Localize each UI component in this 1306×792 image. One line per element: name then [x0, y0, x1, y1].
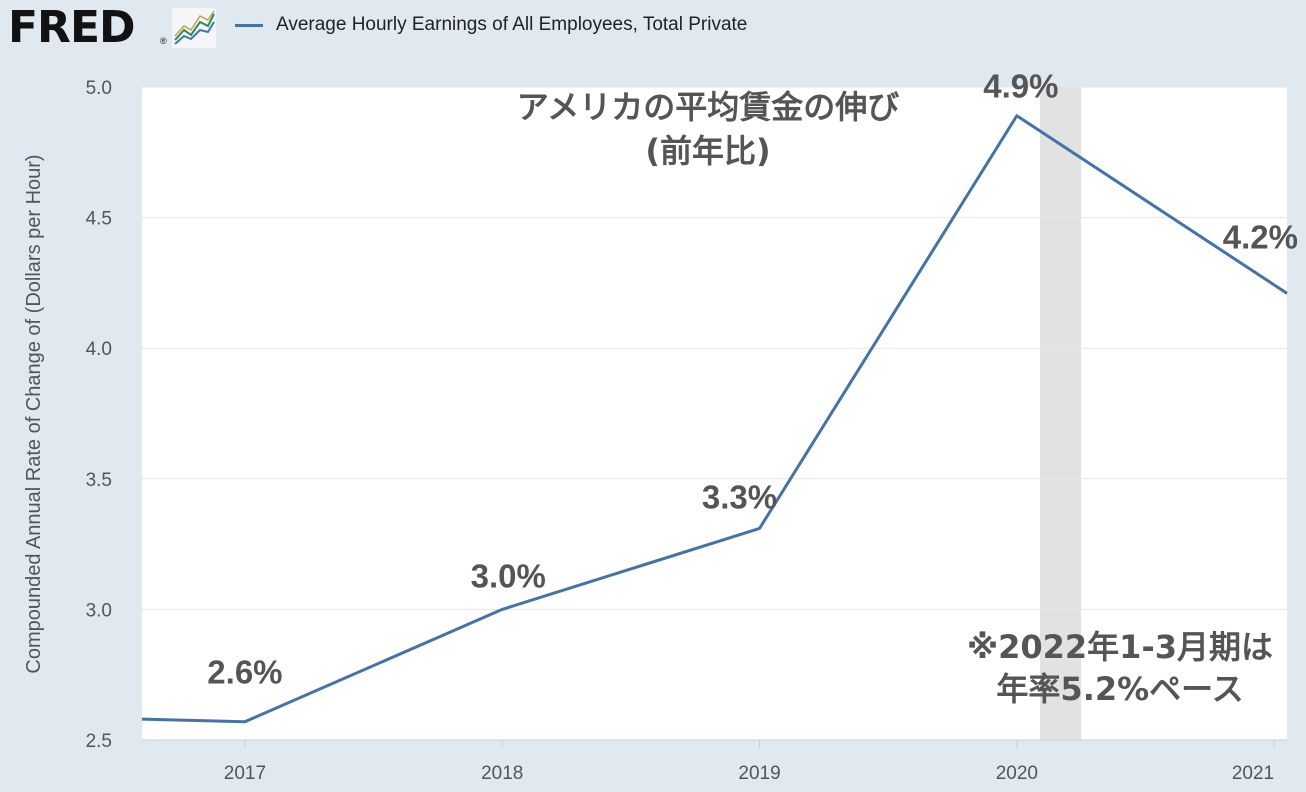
line-graph-icon — [172, 8, 216, 48]
data-label: 4.9% — [983, 68, 1058, 105]
fred-logo[interactable]: FRED — [8, 2, 136, 53]
chart-subtitle: (前年比) — [645, 132, 770, 170]
data-label: 4.2% — [1223, 218, 1298, 255]
chart-header: FRED ® Average Hourly Earnings of All Em… — [0, 0, 1306, 60]
recession-band — [1039, 87, 1082, 740]
data-label: 3.0% — [471, 557, 546, 594]
y-tick-label: 3.5 — [86, 470, 112, 491]
legend-label[interactable]: Average Hourly Earnings of All Employees… — [276, 14, 748, 35]
x-tick-label: 2018 — [481, 763, 523, 784]
plot-area — [142, 87, 1287, 740]
data-label: 2.6% — [207, 654, 282, 691]
series-line[interactable] — [141, 114, 1288, 724]
y-tick-label: 2.5 — [86, 731, 112, 752]
annotation-line-2: 年率5.2%ペース — [996, 670, 1243, 708]
y-tick-label: 4.0 — [86, 339, 112, 360]
y-tick-label: 3.0 — [86, 600, 112, 621]
legend-swatch — [235, 24, 263, 27]
data-label: 3.3% — [702, 478, 777, 515]
y-axis-title: Compounded Annual Rate of Change of (Dol… — [23, 154, 45, 673]
x-tick-label: 2021 — [1232, 763, 1274, 784]
y-tick-label: 5.0 — [86, 78, 112, 99]
x-tick-label: 2017 — [224, 763, 266, 784]
annotation-line-1: ※2022年1-3月期は — [967, 628, 1273, 666]
x-tick-label: 2020 — [996, 763, 1038, 784]
x-tick-label: 2019 — [738, 763, 780, 784]
y-tick-label: 4.5 — [86, 209, 112, 230]
registered-mark: ® — [160, 36, 167, 46]
chart-title: アメリカの平均賃金の伸び — [517, 88, 899, 126]
